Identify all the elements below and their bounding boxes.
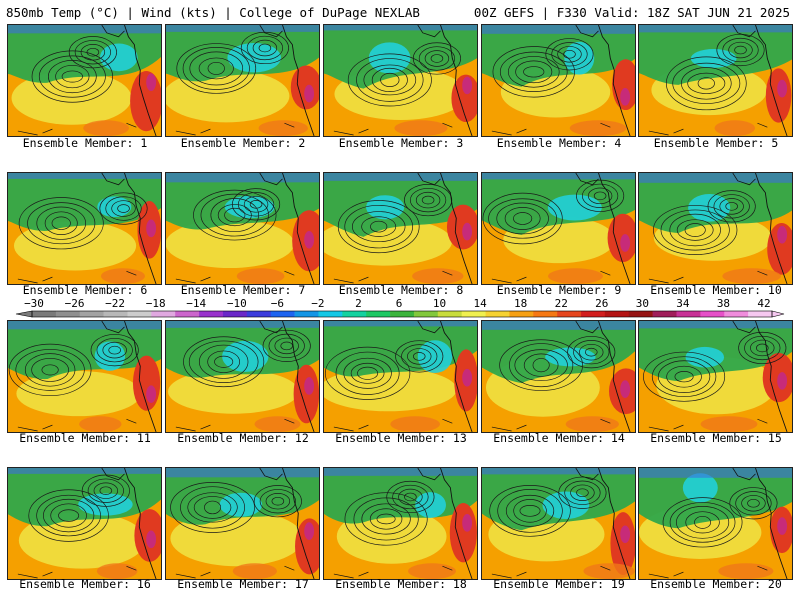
temperature-colorbar: −30 −26 −22 −18 −14 −10 −6 −2 2 6 10 14 18 22 26 30 34 38… (15, 297, 785, 318)
colorbar-swatch (700, 311, 725, 317)
colorbar-swatch (604, 311, 630, 317)
ensemble-member-label: Ensemble Member: 20 (650, 577, 782, 591)
colorbar-swatch (652, 311, 677, 317)
colorbar-swatch (390, 311, 415, 317)
colorbar-tick-label: 26 (595, 297, 608, 310)
colorbar-tick-label: −14 (186, 297, 206, 310)
ensemble-member-label: Ensemble Member: 8 (338, 283, 464, 297)
ensemble-member-map (638, 467, 793, 580)
ensemble-member-label: Ensemble Member: 14 (493, 431, 625, 445)
colorbar-swatch (533, 311, 558, 317)
ensemble-member-map (7, 320, 162, 433)
colorbar-tick-label: 2 (355, 297, 362, 310)
ensemble-member-map (481, 320, 636, 433)
colorbar-swatch (175, 311, 200, 317)
colorbar-swatch (318, 311, 343, 317)
ensemble-member-map (638, 172, 793, 285)
colorbar-swatch (79, 311, 104, 317)
ensemble-member-label: Ensemble Member: 6 (22, 283, 148, 297)
colorbar-swatch (676, 311, 701, 317)
colorbar-swatch (270, 311, 295, 317)
ensemble-member-map (638, 24, 793, 137)
ensemble-member-map (481, 24, 636, 137)
colorbar-tick-label: −2 (311, 297, 324, 310)
ensemble-member-label: Ensemble Member: 3 (338, 136, 464, 150)
colorbar-swatch (127, 311, 152, 317)
ensemble-member-map (323, 320, 478, 433)
ensemble-member-map (7, 172, 162, 285)
colorbar-swatch (342, 311, 367, 317)
colorbar-swatch (151, 311, 176, 317)
ensemble-member-label: Ensemble Member: 4 (496, 136, 622, 150)
colorbar-swatch (103, 311, 128, 317)
colorbar-tick-label: 14 (473, 297, 487, 310)
colorbar-tick-label: 34 (676, 297, 690, 310)
colorbar-tick-label: 30 (636, 297, 649, 310)
colorbar-tick-label: 10 (433, 297, 446, 310)
ensemble-member-map (481, 467, 636, 580)
ensemble-member-map (638, 320, 793, 433)
colorbar-tick-label: 42 (757, 297, 770, 310)
colorbar-tick-label: 22 (555, 297, 568, 310)
colorbar-tick-label: 38 (717, 297, 730, 310)
colorbar-swatch (437, 311, 462, 317)
colorbar-swatch (246, 311, 272, 317)
colorbar-swatch (55, 311, 81, 317)
ensemble-member-label: Ensemble Member: 16 (19, 577, 151, 591)
colorbar-tick-label: −30 (24, 297, 44, 310)
ensemble-member-label: Ensemble Member: 15 (650, 431, 782, 445)
colorbar-swatch (461, 311, 486, 317)
colorbar-swatch (724, 311, 749, 317)
ensemble-member-map (7, 467, 162, 580)
ensemble-member-label: Ensemble Member: 18 (335, 577, 467, 591)
ensemble-member-map (165, 320, 320, 433)
colorbar-tick-label: −6 (271, 297, 284, 310)
ensemble-member-label: Ensemble Member: 1 (22, 136, 148, 150)
colorbar-swatch (557, 311, 582, 317)
colorbar-swatch (199, 311, 224, 317)
ensemble-member-label: Ensemble Member: 5 (653, 136, 779, 150)
ensemble-member-label: Ensemble Member: 9 (496, 283, 622, 297)
ensemble-member-label: Ensemble Member: 7 (180, 283, 306, 297)
ensemble-member-map (165, 467, 320, 580)
ensemble-member-label: Ensemble Member: 17 (177, 577, 309, 591)
colorbar-swatch (628, 311, 653, 317)
colorbar-swatch (222, 311, 248, 317)
colorbar-tick-label: −10 (227, 297, 247, 310)
colorbar-swatch (32, 311, 57, 317)
ensemble-member-label: Ensemble Member: 2 (180, 136, 306, 150)
ensemble-member-map (7, 24, 162, 137)
ensemble-member-map (323, 172, 478, 285)
map-title: 850mb Temp (°C) | Wind (kts) | College o… (6, 5, 420, 20)
colorbar-swatch (413, 311, 439, 317)
run-valid-time: 00Z GEFS | F330 Valid: 18Z SAT JUN 21 20… (473, 5, 790, 20)
ensemble-member-label: Ensemble Member: 10 (650, 283, 782, 297)
ensemble-member-map (323, 24, 478, 137)
ensemble-member-label: Ensemble Member: 11 (19, 431, 151, 445)
ensemble-member-map (165, 172, 320, 285)
colorbar-tick-label: −18 (146, 297, 166, 310)
colorbar-tick-label: −22 (105, 297, 125, 310)
colorbar-tick-label: 18 (514, 297, 527, 310)
ensemble-member-map (165, 24, 320, 137)
ensemble-member-label: Ensemble Member: 13 (335, 431, 467, 445)
colorbar-tick-label: 6 (396, 297, 403, 310)
colorbar-swatch (581, 311, 606, 317)
ensemble-member-map (323, 467, 478, 580)
colorbar-tick-label: −26 (65, 297, 85, 310)
colorbar-swatch (485, 311, 510, 317)
ensemble-member-label: Ensemble Member: 19 (493, 577, 625, 591)
colorbar-swatch (748, 311, 773, 317)
colorbar-swatch (509, 311, 534, 317)
ensemble-member-label: Ensemble Member: 12 (177, 431, 309, 445)
ensemble-member-map (481, 172, 636, 285)
colorbar-swatch (366, 311, 391, 317)
colorbar-swatch (294, 311, 319, 317)
